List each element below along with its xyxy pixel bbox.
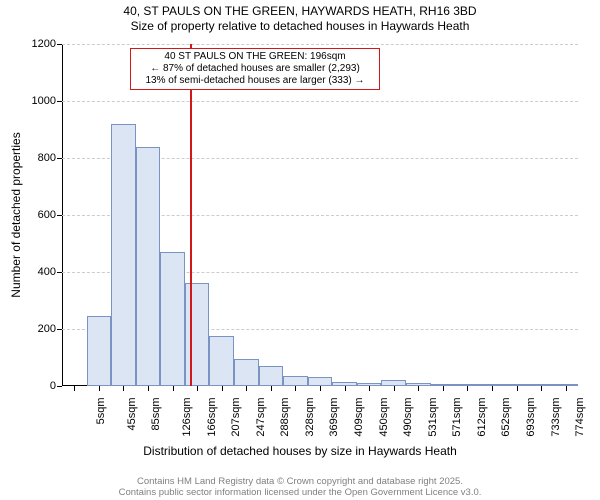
histogram-bar (87, 316, 112, 386)
xtick-label: 409sqm (353, 398, 365, 437)
xtick-mark (345, 386, 346, 391)
x-axis-label: Distribution of detached houses by size … (0, 444, 600, 458)
xtick-mark (197, 386, 198, 391)
xtick-mark (271, 386, 272, 391)
xtick-label: 207sqm (230, 398, 242, 437)
xtick-mark (394, 386, 395, 391)
annotation-line: 13% of semi-detached houses are larger (… (137, 75, 373, 87)
chart-title: 40, ST PAULS ON THE GREEN, HAYWARDS HEAT… (0, 4, 600, 34)
ytick-mark (57, 158, 62, 159)
ytick-mark (57, 215, 62, 216)
xtick-mark (99, 386, 100, 391)
histogram-bar (308, 377, 333, 386)
xtick-mark (222, 386, 223, 391)
ytick-label: 0 (50, 380, 56, 392)
xtick-mark (74, 386, 75, 391)
xtick-label: 166sqm (206, 398, 218, 437)
gridline (62, 101, 578, 102)
plot-area: 0200400600800100012005sqm45sqm85sqm126sq… (62, 44, 578, 386)
xtick-label: 612sqm (476, 398, 488, 437)
xtick-label: 652sqm (501, 398, 513, 437)
histogram-bar (136, 147, 161, 386)
xtick-mark (295, 386, 296, 391)
xtick-mark (123, 386, 124, 391)
ytick-label: 1200 (32, 38, 56, 50)
title-line-1: 40, ST PAULS ON THE GREEN, HAYWARDS HEAT… (0, 4, 600, 19)
gridline (62, 44, 578, 45)
xtick-label: 531sqm (427, 398, 439, 437)
xtick-mark (320, 386, 321, 391)
histogram-bar (209, 336, 234, 386)
histogram-bar (185, 283, 210, 386)
xtick-mark (541, 386, 542, 391)
chart-container: 40, ST PAULS ON THE GREEN, HAYWARDS HEAT… (0, 0, 600, 500)
annotation-line: 40 ST PAULS ON THE GREEN: 196sqm (137, 51, 373, 63)
xtick-label: 369sqm (329, 398, 341, 437)
xtick-mark (418, 386, 419, 391)
ytick-label: 600 (38, 209, 56, 221)
xtick-label: 288sqm (279, 398, 291, 437)
ytick-label: 1000 (32, 95, 56, 107)
histogram-bar (234, 359, 259, 386)
xtick-mark (173, 386, 174, 391)
xtick-mark (492, 386, 493, 391)
footer-attribution: Contains HM Land Registry data © Crown c… (0, 476, 600, 499)
xtick-label: 85sqm (150, 398, 162, 431)
ytick-mark (57, 272, 62, 273)
histogram-bar (160, 252, 185, 386)
y-axis-label: Number of detached properties (9, 132, 23, 297)
ytick-mark (57, 386, 62, 387)
xtick-mark (443, 386, 444, 391)
xtick-mark (467, 386, 468, 391)
ytick-label: 800 (38, 152, 56, 164)
xtick-label: 450sqm (378, 398, 390, 437)
histogram-bar (259, 366, 284, 386)
xtick-mark (246, 386, 247, 391)
title-line-2: Size of property relative to detached ho… (0, 19, 600, 34)
ytick-label: 200 (38, 323, 56, 335)
footer-line-2: Contains public sector information licen… (0, 487, 600, 498)
xtick-mark (517, 386, 518, 391)
xtick-label: 571sqm (451, 398, 463, 437)
xtick-mark (369, 386, 370, 391)
xtick-mark (148, 386, 149, 391)
ytick-mark (57, 101, 62, 102)
xtick-label: 126sqm (181, 398, 193, 437)
ytick-mark (57, 44, 62, 45)
xtick-label: 45sqm (126, 398, 138, 431)
ytick-label: 400 (38, 266, 56, 278)
xtick-label: 247sqm (255, 398, 267, 437)
reference-line (190, 44, 192, 386)
footer-line-1: Contains HM Land Registry data © Crown c… (0, 476, 600, 487)
annotation-box: 40 ST PAULS ON THE GREEN: 196sqm← 87% of… (130, 48, 380, 90)
xtick-label: 5sqm (95, 398, 107, 425)
xtick-label: 733sqm (550, 398, 562, 437)
histogram-bar (111, 124, 136, 386)
histogram-bar (283, 376, 308, 386)
xtick-label: 774sqm (574, 398, 586, 437)
xtick-label: 693sqm (525, 398, 537, 437)
xtick-mark (566, 386, 567, 391)
xtick-label: 490sqm (402, 398, 414, 437)
annotation-line: ← 87% of detached houses are smaller (2,… (137, 63, 373, 75)
ytick-mark (57, 329, 62, 330)
xtick-label: 328sqm (304, 398, 316, 437)
